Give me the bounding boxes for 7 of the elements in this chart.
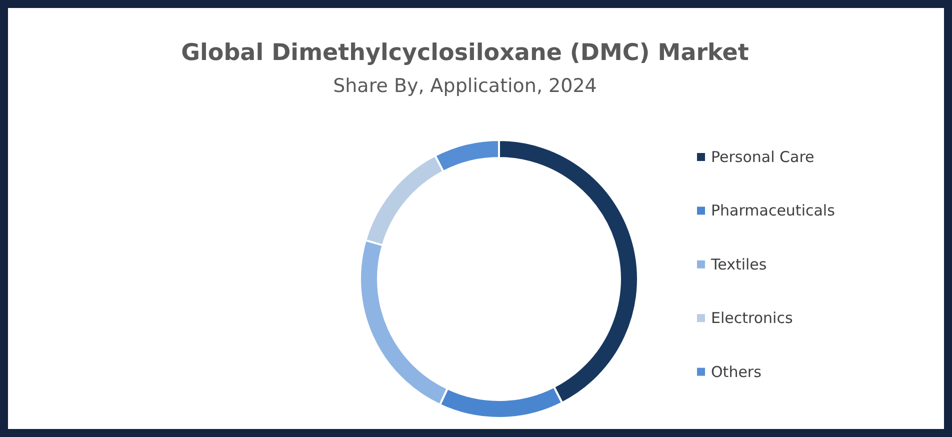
chart-title: Global Dimethylcyclosiloxane (DMC) Market xyxy=(181,40,749,66)
legend-label: Textiles xyxy=(710,255,767,274)
legend-label: Electronics xyxy=(711,309,793,328)
legend-label: Others xyxy=(711,362,762,381)
chart-subtitle: Share By, Application, 2024 xyxy=(333,75,597,97)
legend-label: Pharmaceuticals xyxy=(711,202,836,220)
legend-label: Personal Care xyxy=(711,148,814,166)
